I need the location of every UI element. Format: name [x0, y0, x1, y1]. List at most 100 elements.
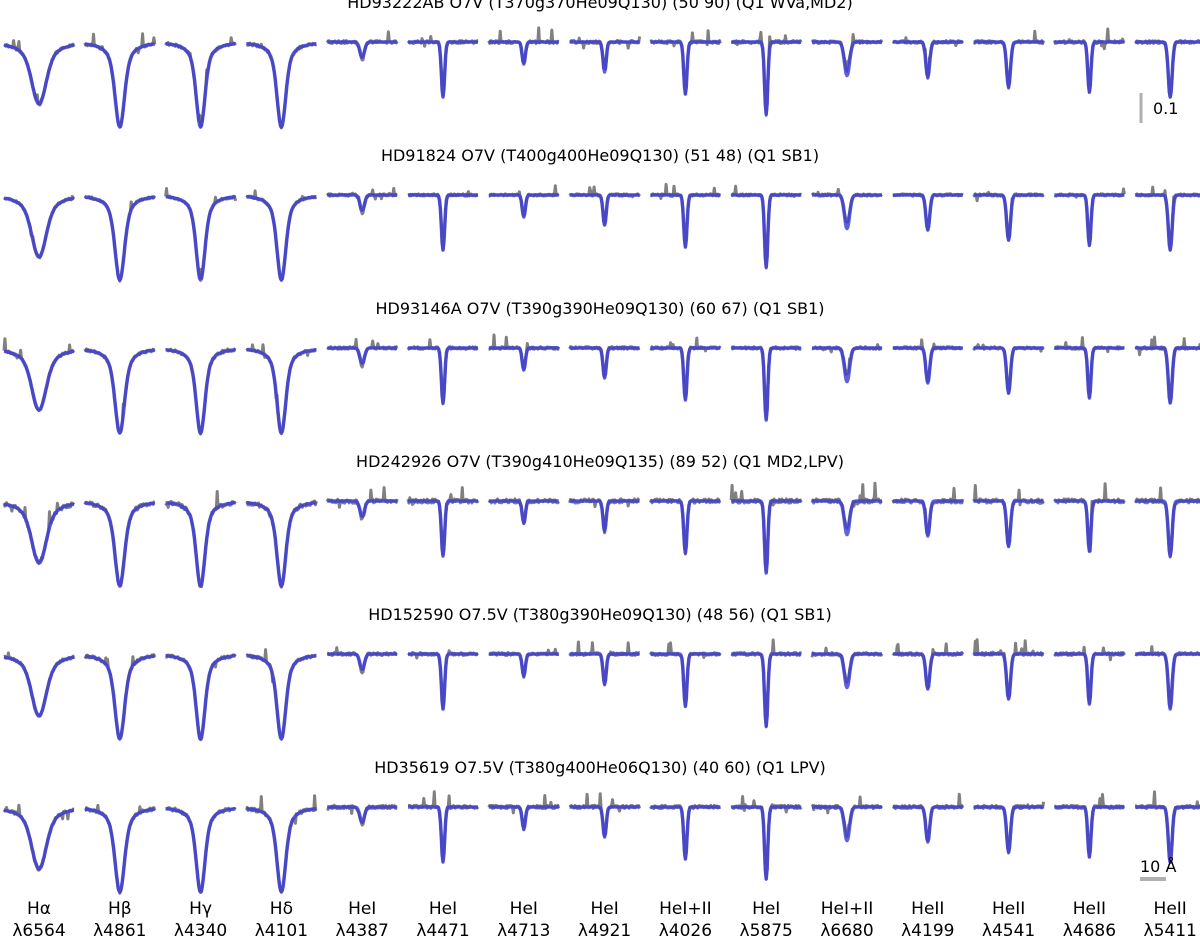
model-fit-line: [83, 42, 156, 129]
column-species-label: HeI: [348, 899, 376, 919]
star-row: HD91824 O7V (T400g400He09Q130) (51 48) (…: [2, 146, 1200, 283]
model-fit-line: [972, 652, 1045, 701]
model-fit-line: [487, 652, 560, 678]
model-fit-line: [407, 193, 479, 252]
rows-layer: HD93222AB O7V (T370g370He09Q130) (50 90)…: [2, 0, 1200, 895]
column-species-label: HeII: [911, 899, 944, 919]
model-fit-line: [245, 195, 318, 282]
observed-spectrum-line: [245, 499, 318, 589]
model-fit-line: [164, 42, 237, 129]
model-fit-line: [1053, 805, 1126, 859]
model-fit-line: [811, 499, 883, 537]
model-fit-line: [3, 808, 75, 871]
column-species-label: HeII: [992, 899, 1025, 919]
model-fit-line: [164, 348, 237, 435]
model-fit-line: [1134, 193, 1200, 252]
model-fit-line: [972, 805, 1045, 854]
model-fit-line: [487, 346, 560, 372]
column-species-label: Hα: [27, 899, 51, 919]
model-fit-line: [407, 499, 479, 558]
observed-spectrum-line: [2, 337, 76, 412]
observed-spectrum-line: [84, 803, 157, 895]
model-fit-line: [407, 40, 479, 99]
column-wavelength-label: λ5411: [1144, 921, 1197, 941]
observed-spectrum-line: [164, 36, 237, 129]
model-fit-line: [891, 652, 964, 691]
model-fit-line: [649, 193, 722, 249]
star-row: HD93222AB O7V (T370g370He09Q130) (50 90)…: [3, 0, 1200, 130]
model-fit-line: [83, 348, 156, 435]
model-fit-line: [730, 193, 803, 269]
column-species-label: HeI+II: [821, 899, 874, 919]
observed-spectrum-line: [83, 500, 156, 588]
column-wavelength-label: λ6680: [820, 921, 873, 941]
observed-spectrum-line: [810, 795, 884, 838]
model-fit-line: [891, 40, 964, 79]
column-wavelength-label: λ5875: [740, 921, 793, 941]
column-wavelength-label: λ4861: [93, 921, 146, 941]
column-labels: Hαλ6564Hβλ4861Hγλ4340Hδλ4101HeIλ4387HeIλ…: [12, 899, 1197, 941]
model-fit-line: [3, 349, 75, 412]
model-fit-line: [811, 805, 883, 843]
column-wavelength-label: λ4101: [255, 921, 308, 941]
model-fit-line: [730, 346, 803, 422]
model-fit-line: [891, 193, 964, 232]
model-fit-line: [407, 346, 479, 405]
scale-bars: 0.1 10 Å: [1139, 93, 1178, 881]
column-wavelength-label: λ4340: [174, 921, 227, 941]
column-species-label: HeI: [510, 899, 538, 919]
observed-spectrum-line: [83, 653, 157, 740]
model-fit-line: [1134, 499, 1200, 558]
column-wavelength-label: λ4026: [659, 921, 712, 941]
model-fit-line: [245, 654, 318, 741]
observed-spectrum-line: [245, 41, 318, 130]
observed-spectrum-line: [83, 347, 156, 435]
model-fit-line: [568, 193, 641, 227]
model-fit-line: [730, 805, 803, 881]
model-fit-line: [83, 195, 156, 282]
column-species-label: HeII: [1073, 899, 1106, 919]
model-fit-line: [407, 652, 479, 711]
model-fit-line: [891, 499, 964, 538]
model-fit-line: [164, 807, 237, 894]
column-wavelength-label: λ4471: [416, 921, 469, 941]
observed-spectrum-line: [245, 189, 318, 282]
model-fit-line: [83, 501, 156, 588]
model-fit-line: [3, 43, 75, 106]
star-row: HD93146A O7V (T390g390He09Q130) (60 67) …: [2, 299, 1200, 436]
row-title: HD93146A O7V (T390g390He09Q130) (60 67) …: [375, 299, 824, 318]
observed-spectrum-line: [245, 648, 317, 740]
star-row: HD152590 O7.5V (T380g390He09Q130) (48 56…: [3, 605, 1200, 742]
model-fit-line: [245, 348, 318, 435]
model-fit-line: [891, 346, 964, 385]
model-fit-line: [568, 805, 641, 839]
model-fit-line: [487, 40, 560, 66]
row-title: HD91824 O7V (T400g400He09Q130) (51 48) (…: [381, 146, 819, 165]
observed-spectrum-line: [165, 347, 237, 436]
column-wavelength-label: λ4541: [982, 921, 1035, 941]
model-fit-line: [407, 805, 479, 864]
model-fit-line: [3, 196, 75, 259]
model-fit-line: [891, 805, 964, 844]
column-wavelength-label: λ4387: [336, 921, 389, 941]
column-species-label: Hγ: [189, 899, 212, 919]
model-fit-line: [1134, 652, 1200, 711]
column-species-label: HeI: [590, 899, 618, 919]
column-wavelength-label: λ4921: [578, 921, 631, 941]
column-wavelength-label: λ6564: [12, 921, 65, 941]
column-species-label: HeI: [429, 899, 457, 919]
model-fit-line: [487, 499, 560, 525]
model-fit-line: [649, 805, 722, 861]
observed-spectrum-line: [810, 481, 883, 530]
observed-spectrum-line: [83, 195, 157, 283]
row-title: HD242926 O7V (T390g410He09Q135) (89 52) …: [356, 452, 844, 471]
model-fit-line: [1053, 499, 1126, 553]
flux-scale-label: 0.1: [1153, 99, 1178, 118]
model-fit-line: [1053, 40, 1126, 94]
model-fit-line: [164, 501, 237, 588]
column-wavelength-label: λ4199: [901, 921, 954, 941]
model-fit-line: [245, 42, 318, 129]
model-fit-line: [164, 195, 237, 282]
model-fit-line: [1053, 193, 1126, 247]
